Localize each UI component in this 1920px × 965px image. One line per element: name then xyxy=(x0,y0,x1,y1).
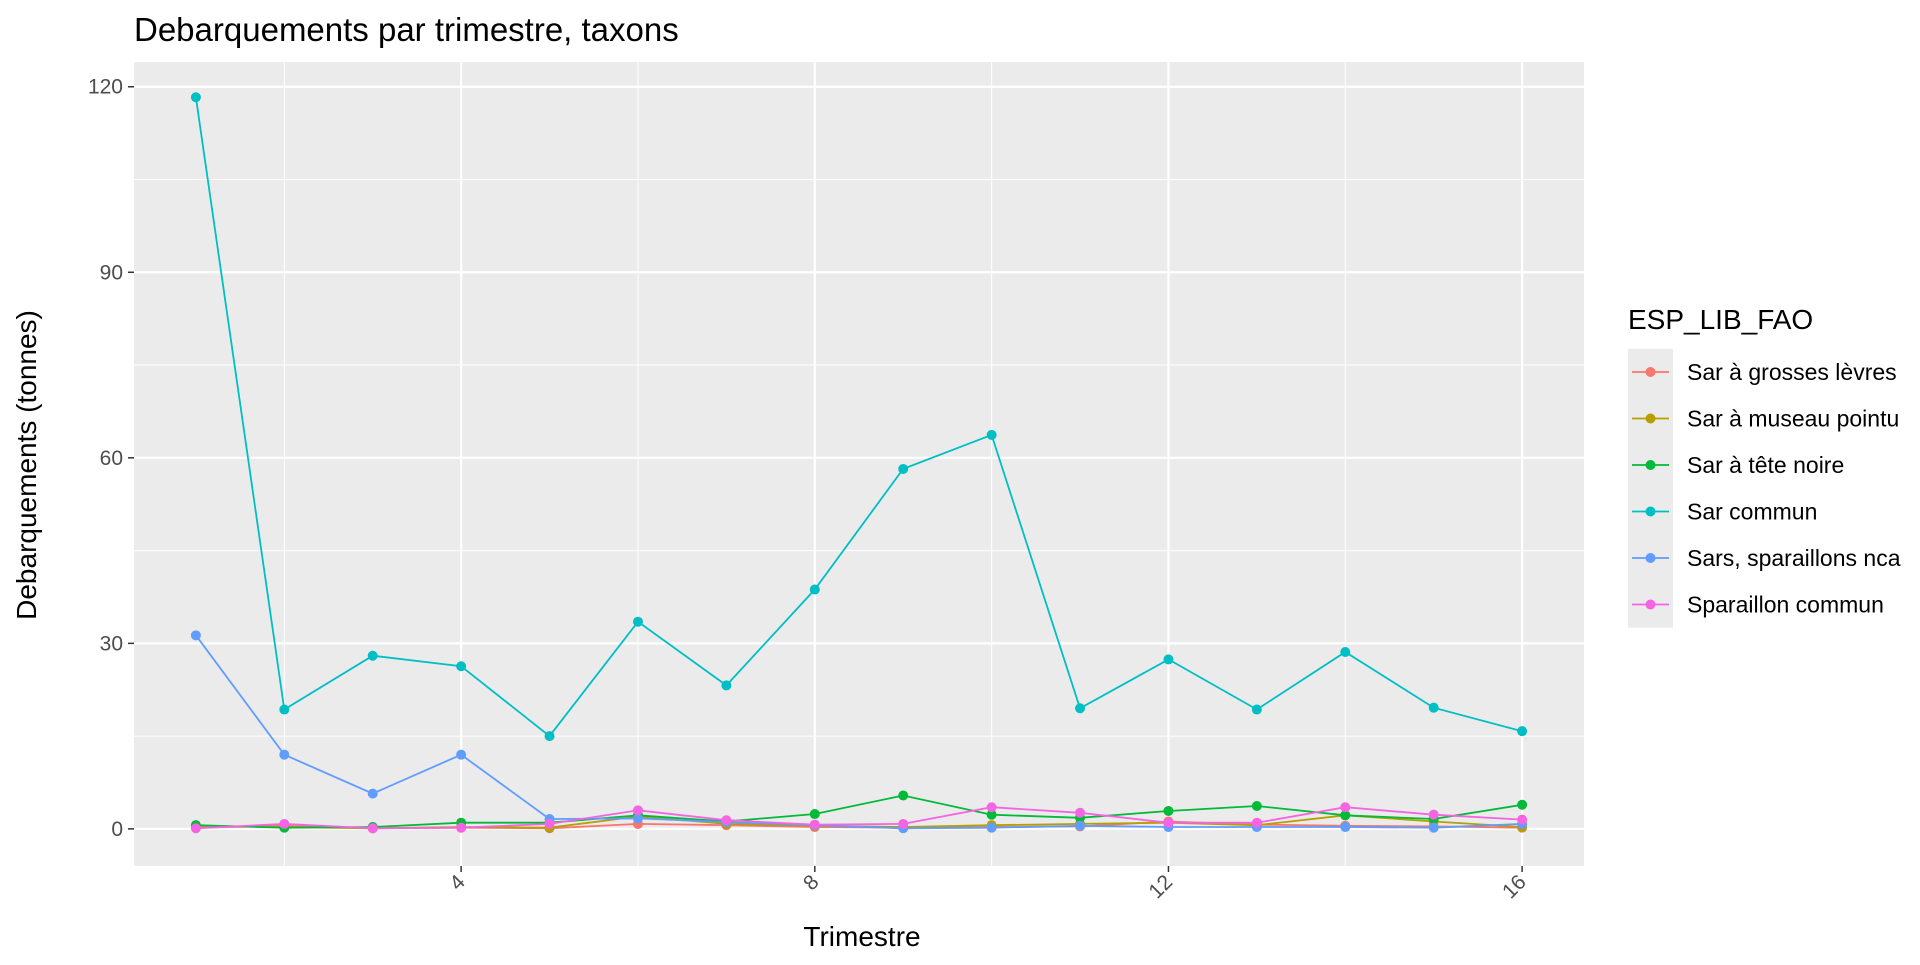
legend-label: Sar à grosses lèvres xyxy=(1687,359,1897,385)
data-point xyxy=(1163,805,1174,816)
data-point xyxy=(279,749,290,760)
y-tick-label: 0 xyxy=(111,818,123,841)
data-point xyxy=(367,823,378,834)
data-point xyxy=(544,818,555,829)
data-point xyxy=(367,788,378,799)
data-point xyxy=(190,823,201,834)
series-lines xyxy=(190,92,1528,834)
data-point xyxy=(544,731,555,742)
x-axis-title: Trimestre xyxy=(803,921,920,952)
x-tick-label: 4 xyxy=(445,870,470,895)
legend-key-point xyxy=(1645,506,1656,517)
data-point xyxy=(1075,807,1086,818)
series-line xyxy=(195,634,1523,830)
series-line xyxy=(195,97,1523,738)
data-point xyxy=(721,815,732,826)
series-group xyxy=(190,92,1528,742)
data-point xyxy=(1251,704,1262,715)
data-point xyxy=(1075,703,1086,714)
data-point xyxy=(279,818,290,829)
data-point xyxy=(1340,647,1351,658)
data-point xyxy=(1340,802,1351,813)
data-point xyxy=(1163,817,1174,828)
y-tick-label: 30 xyxy=(100,632,123,655)
data-point xyxy=(898,818,909,829)
data-point xyxy=(809,584,820,595)
legend-key-point xyxy=(1645,413,1656,424)
data-point xyxy=(1075,820,1086,831)
legend-key-point xyxy=(1645,460,1656,470)
data-point xyxy=(279,704,290,715)
data-point xyxy=(986,809,997,820)
chart-title: Debarquements par trimestre, taxons xyxy=(134,11,679,48)
data-point xyxy=(1428,822,1439,833)
data-point xyxy=(1517,814,1528,825)
legend-label: Sparaillon commun xyxy=(1687,592,1884,618)
data-point xyxy=(1428,702,1439,713)
x-tick-label: 8 xyxy=(799,870,824,895)
legend: ESP_LIB_FAO Sar à grosses lèvres Sar à mu… xyxy=(1628,304,1901,628)
x-tick-label: 16 xyxy=(1498,870,1531,903)
plot-background xyxy=(134,62,1584,866)
data-point xyxy=(456,661,467,672)
y-tick-label: 120 xyxy=(88,76,123,99)
data-point xyxy=(1428,809,1439,820)
data-point xyxy=(898,463,909,474)
legend-key-background xyxy=(1628,348,1673,628)
data-point xyxy=(721,680,732,691)
data-point xyxy=(1251,801,1262,812)
data-point xyxy=(632,805,643,816)
series-line xyxy=(195,794,1523,829)
data-point xyxy=(190,92,201,103)
x-tick-label: 12 xyxy=(1144,870,1177,903)
data-point xyxy=(809,819,820,830)
data-point xyxy=(190,630,201,641)
data-point xyxy=(632,616,643,627)
series-group xyxy=(190,802,1528,834)
legend-label: Sar commun xyxy=(1687,499,1817,525)
data-point xyxy=(1517,726,1528,737)
data-point xyxy=(1340,822,1351,833)
legend-label: Sars, sparaillons nca xyxy=(1687,545,1901,571)
data-point xyxy=(898,790,909,801)
y-tick-label: 60 xyxy=(100,447,123,470)
data-point xyxy=(809,809,820,820)
data-point xyxy=(1340,810,1351,821)
legend-title: ESP_LIB_FAO xyxy=(1628,304,1813,335)
plot-panel xyxy=(134,62,1584,866)
data-point xyxy=(986,802,997,813)
legend-label: Sar à museau pointu xyxy=(1687,406,1899,432)
data-point xyxy=(367,650,378,661)
data-point xyxy=(456,749,467,760)
legend-label: Sar à tête noire xyxy=(1687,452,1844,478)
data-point xyxy=(986,822,997,833)
legend-key-point xyxy=(1645,599,1656,610)
data-point xyxy=(456,822,467,833)
data-point xyxy=(1163,654,1174,665)
y-axis-title: Debarquements (tonnes) xyxy=(11,310,42,620)
data-point xyxy=(986,429,997,440)
legend-key-point xyxy=(1645,367,1656,377)
data-point xyxy=(1517,799,1528,810)
data-point xyxy=(632,813,643,824)
legend-key-point xyxy=(1645,553,1656,563)
series-line xyxy=(195,806,1523,830)
data-point xyxy=(1251,817,1262,828)
y-tick-label: 90 xyxy=(100,261,123,284)
